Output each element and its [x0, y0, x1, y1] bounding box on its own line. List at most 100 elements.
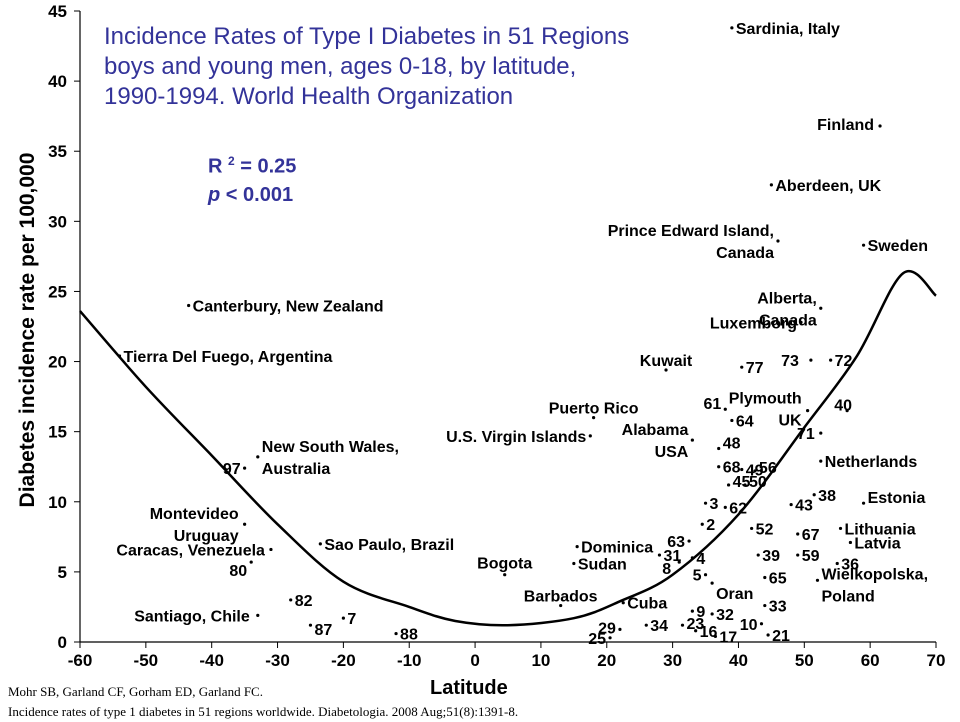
y-tick-label: 25	[48, 282, 67, 301]
chart-title: Incidence Rates of Type I Diabetes in 51…	[104, 22, 629, 112]
point-label: 80	[229, 563, 247, 580]
data-point	[503, 573, 507, 577]
point-label: Prince Edward Island, Canada	[608, 223, 774, 262]
point-label: Aberdeen, UK	[775, 178, 881, 195]
point-label: Tierra Del Fuego, Argentina	[124, 349, 333, 366]
data-point	[703, 501, 708, 505]
point-label: 72	[835, 353, 853, 370]
x-tick-label: -50	[134, 651, 159, 670]
x-tick-label: 60	[861, 651, 880, 670]
x-tick-label: -20	[331, 651, 356, 670]
x-tick-label: -10	[397, 651, 422, 670]
data-point	[776, 239, 780, 243]
point-label: 68	[723, 460, 741, 477]
point-label: 3	[710, 496, 719, 513]
x-tick-label: 30	[663, 651, 682, 670]
data-point	[187, 303, 191, 308]
y-tick-label: 0	[58, 633, 67, 652]
data-point	[687, 539, 691, 543]
data-point	[618, 627, 622, 631]
data-point	[690, 556, 694, 560]
point-label: 17	[719, 629, 737, 646]
point-label: 67	[802, 527, 820, 544]
data-point	[838, 526, 843, 531]
point-label: Plymouth UK	[729, 391, 802, 430]
y-tick-label: 10	[48, 493, 67, 512]
point-label: Canterbury, New Zealand	[193, 298, 384, 315]
data-point	[572, 561, 576, 566]
data-point	[861, 501, 866, 505]
point-label: 59	[802, 548, 820, 565]
data-point	[575, 545, 579, 549]
point-label: Kuwait	[640, 353, 693, 370]
point-label: 39	[762, 548, 780, 565]
point-label: 23	[686, 616, 704, 633]
citation-line: Mohr SB, Garland CF, Gorham ED, Garland …	[8, 684, 263, 699]
data-point	[809, 358, 813, 362]
point-label: Wielkopolska, Poland	[821, 566, 928, 605]
x-tick-label: -60	[68, 651, 93, 670]
point-label: 73	[781, 353, 799, 370]
point-label: Sao Paulo, Brazil	[324, 537, 454, 554]
data-point	[703, 573, 708, 577]
point-label: 56	[759, 460, 777, 477]
point-label: 40	[834, 398, 852, 415]
data-point	[819, 431, 823, 435]
stats-block: R 2 = 0.25 p < 0.001	[208, 147, 296, 209]
point-label: 38	[818, 488, 836, 505]
point-label: Barbados	[524, 589, 598, 606]
data-point	[680, 623, 685, 627]
point-label: Caracas, Venezuela	[116, 542, 265, 559]
data-point	[753, 469, 757, 473]
data-point	[690, 438, 694, 442]
data-point	[713, 634, 718, 638]
x-axis-label: Latitude	[430, 677, 508, 699]
point-label: 5	[693, 568, 702, 585]
point-label: 32	[716, 607, 734, 624]
point-label: Dominica	[581, 540, 653, 557]
point-label: 61	[703, 396, 721, 413]
data-point	[796, 553, 800, 557]
r-squared: R 2 = 0.25	[208, 154, 297, 178]
data-point	[726, 483, 731, 487]
data-point	[664, 368, 668, 372]
point-label: Santiago, Chile	[134, 608, 250, 625]
data-point	[318, 542, 322, 546]
point-label: 88	[400, 627, 418, 644]
point-label: Luxemborg	[710, 315, 797, 332]
data-point	[256, 613, 260, 617]
point-label: Bogota	[477, 556, 532, 573]
data-point	[789, 502, 793, 507]
fit-curve-layer	[79, 269, 937, 627]
x-tick-label: 70	[927, 651, 946, 670]
point-label: Sudan	[578, 556, 627, 573]
data-point	[690, 609, 694, 613]
point-label: Oran	[716, 586, 753, 603]
data-point	[644, 623, 648, 627]
data-point	[848, 540, 853, 545]
data-point	[394, 631, 398, 636]
point-label: U.S. Virgin Islands	[446, 429, 586, 446]
point-label: Sardinia, Italy	[736, 21, 840, 38]
p-value: p < 0.001	[208, 183, 294, 206]
data-point	[819, 306, 823, 310]
data-point	[766, 633, 770, 637]
point-label: Lithuania	[845, 521, 916, 538]
point-label: 25	[588, 631, 606, 648]
point-label: Estonia	[868, 490, 926, 507]
point-label: 2	[706, 517, 715, 534]
point-label: 34	[650, 618, 668, 635]
data-point	[723, 505, 727, 509]
data-point	[730, 26, 734, 30]
data-point	[269, 547, 273, 552]
data-point	[717, 465, 721, 469]
data-point	[799, 320, 803, 324]
data-point	[763, 575, 767, 580]
point-label: 4	[696, 551, 705, 568]
point-label: 36	[841, 556, 859, 573]
point-label: 77	[746, 360, 764, 377]
y-tick-label: 35	[48, 142, 67, 161]
x-tick-label: -40	[199, 651, 224, 670]
point-label: 31	[663, 548, 681, 565]
point-label: 97	[223, 461, 241, 478]
